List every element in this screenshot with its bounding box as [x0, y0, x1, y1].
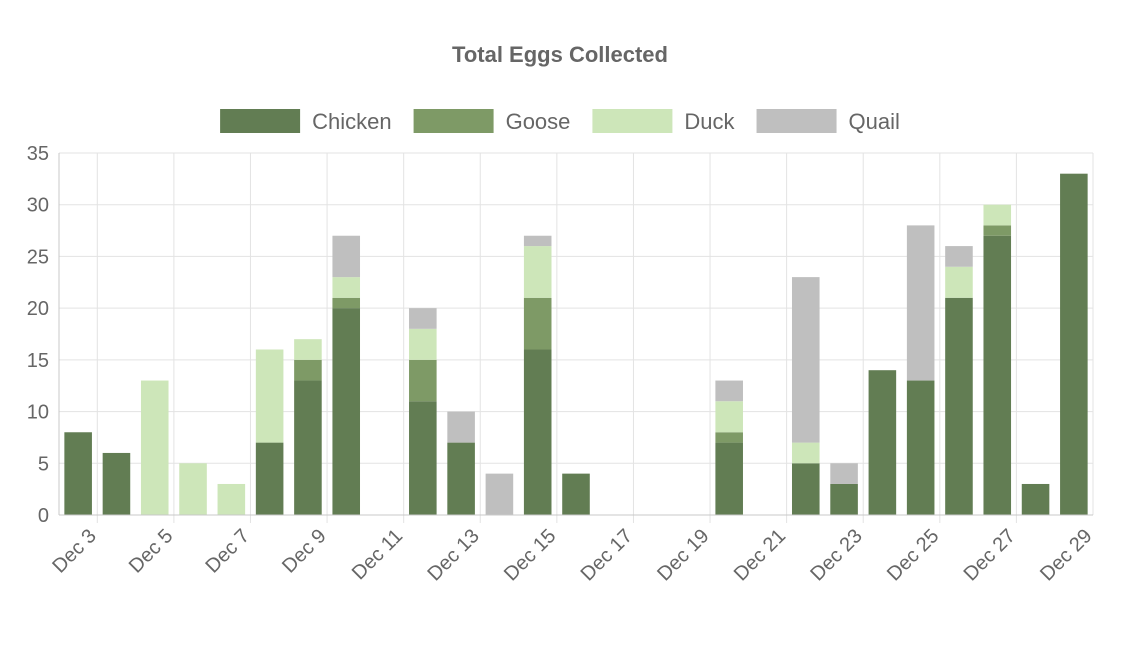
bar-quail-dec-26	[945, 246, 973, 267]
bar-goose-dec-15	[523, 297, 552, 350]
bar-duck-dec-5	[140, 380, 169, 515]
x-tick-label: Dec 25	[883, 525, 943, 585]
x-tick-label: Dec 7	[202, 525, 255, 578]
bar-quail-dec-25	[906, 225, 935, 381]
x-axis-ticks: Dec 3 Dec 5 Dec 7 Dec 9 Dec 11 Dec 13 Dec 15 De…	[48, 525, 1096, 585]
y-tick-label: 30	[27, 195, 49, 217]
x-tick-label: Dec 17	[577, 525, 637, 585]
axes	[58, 153, 1093, 516]
bar-chicken-dec-13	[447, 442, 475, 515]
bar-quail-dec-13	[447, 411, 475, 443]
chart-title: Total Eggs Collected	[452, 42, 668, 67]
bar-duck-dec-9	[294, 339, 322, 360]
y-axis-ticks: 0 5 10 15 20 25 30 35	[27, 143, 49, 527]
bar-duck-dec-10	[332, 277, 361, 298]
y-tick-label: 35	[27, 143, 49, 165]
legend-label-duck: Duck	[684, 109, 735, 134]
bar-quail-dec-12	[409, 308, 437, 329]
y-tick-label: 10	[27, 402, 49, 424]
bar-chicken-dec-15	[523, 349, 552, 515]
bar-chicken-dec-22	[791, 463, 820, 515]
y-tick-label: 25	[27, 246, 49, 268]
bars	[64, 173, 1088, 515]
y-tick-label: 5	[38, 453, 49, 475]
legend-item-chicken[interactable]: Chicken	[220, 109, 392, 134]
x-tick-label: Dec 19	[653, 525, 713, 585]
legend-swatch-duck	[592, 109, 673, 133]
legend-swatch-goose	[413, 109, 494, 133]
bar-goose-dec-12	[409, 359, 437, 402]
bar-duck-dec-22	[791, 442, 820, 464]
x-tick-label: Dec 27	[960, 525, 1020, 585]
legend: Chicken Goose Duck Quail	[220, 109, 900, 134]
bar-chicken-dec-9	[294, 380, 322, 515]
x-tick-label: Dec 21	[730, 525, 790, 585]
y-tick-label: 0	[38, 505, 49, 527]
bar-goose-dec-9	[294, 359, 322, 381]
bar-goose-dec-10	[332, 297, 361, 309]
bar-chicken-dec-20	[715, 442, 743, 515]
x-tick-label: Dec 11	[348, 525, 407, 584]
legend-item-goose[interactable]: Goose	[413, 109, 571, 134]
bar-goose-dec-27	[983, 225, 1012, 236]
bar-quail-dec-20	[715, 380, 743, 402]
bar-chicken-dec-26	[945, 297, 973, 515]
gridlines	[59, 152, 1094, 523]
bar-chicken-dec-10	[332, 308, 361, 515]
bar-chicken-dec-25	[906, 380, 935, 515]
y-tick-label: 15	[27, 350, 49, 372]
legend-swatch-chicken	[220, 109, 301, 133]
bar-chicken-dec-28	[1021, 483, 1050, 515]
bar-duck-dec-26	[945, 266, 973, 298]
x-tick-label: Dec 9	[278, 525, 331, 578]
bar-chicken-dec-29	[1060, 173, 1088, 515]
x-tick-label: Dec 3	[48, 525, 101, 578]
legend-swatch-quail	[756, 109, 837, 133]
x-tick-label: Dec 29	[1036, 525, 1096, 585]
bar-chicken-dec-8	[255, 442, 284, 515]
bar-duck-dec-15	[523, 246, 552, 298]
bar-quail-dec-22	[791, 277, 820, 443]
bar-duck-dec-6	[179, 463, 207, 515]
bar-quail-dec-23	[830, 463, 858, 484]
legend-item-quail[interactable]: Quail	[756, 109, 900, 134]
x-tick-label: Dec 13	[423, 525, 483, 585]
legend-label-quail: Quail	[849, 109, 900, 134]
bar-chicken-dec-27	[983, 235, 1012, 515]
bar-chicken-dec-24	[868, 370, 897, 515]
bar-quail-dec-10	[332, 235, 361, 278]
legend-label-goose: Goose	[506, 109, 571, 134]
bar-chicken-dec-4	[102, 452, 131, 515]
legend-item-duck[interactable]: Duck	[592, 109, 736, 134]
bar-duck-dec-8	[255, 349, 284, 443]
bar-quail-dec-15	[523, 235, 552, 247]
legend-label-chicken: Chicken	[312, 109, 391, 134]
y-tick-label: 20	[27, 298, 49, 320]
bar-duck-dec-12	[409, 328, 437, 360]
bar-duck-dec-7	[217, 483, 246, 515]
x-tick-label: Dec 23	[806, 525, 866, 585]
bar-chicken-dec-23	[830, 483, 858, 515]
bar-chicken-dec-16	[562, 473, 590, 515]
bar-chicken-dec-12	[409, 401, 437, 515]
x-tick-label: Dec 5	[125, 525, 178, 578]
bar-chicken-dec-3	[64, 432, 92, 515]
bar-duck-dec-20	[715, 401, 743, 433]
bar-goose-dec-20	[715, 432, 743, 443]
bar-quail-dec-14	[485, 473, 514, 515]
bar-duck-dec-27	[983, 204, 1012, 226]
x-tick-label: Dec 15	[500, 525, 560, 585]
